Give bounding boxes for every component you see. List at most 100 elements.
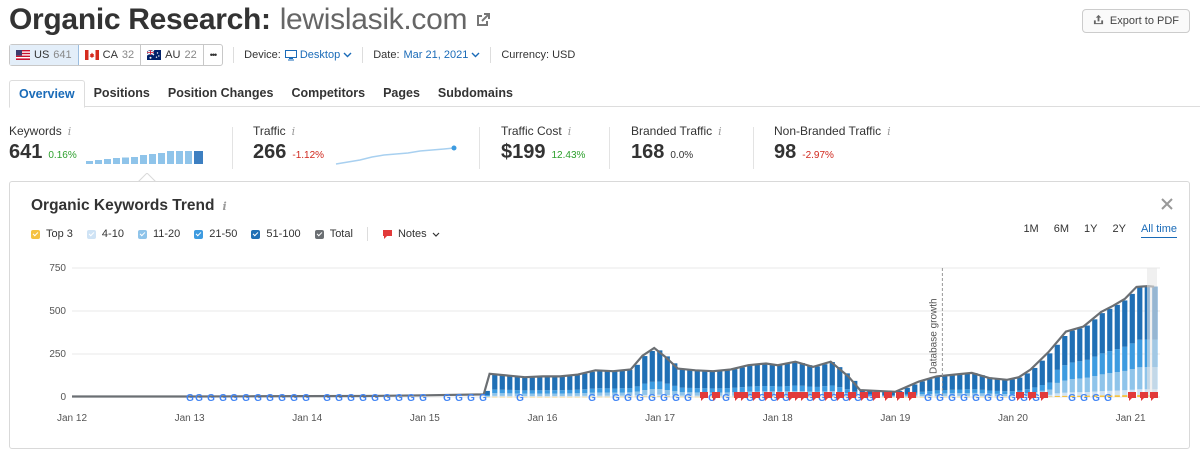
- database-au[interactable]: AU 22: [141, 45, 204, 65]
- metric-keywords[interactable]: Keywords i 641 0.16%: [9, 124, 77, 164]
- bar-segment: [1107, 351, 1113, 374]
- traffic-sparkline: [335, 145, 457, 165]
- legend-top3[interactable]: Top 3: [31, 228, 73, 240]
- bar-segment: [1077, 392, 1083, 396]
- bar-segment: [649, 396, 655, 398]
- bar-segment: [919, 381, 925, 392]
- bar-segment: [537, 376, 543, 391]
- bar-segment: [934, 376, 940, 391]
- bar-segment: [994, 396, 1000, 397]
- legend-51-100[interactable]: 51-100: [251, 228, 301, 240]
- range-1y[interactable]: 1Y: [1084, 223, 1098, 235]
- external-link-icon[interactable]: [475, 12, 491, 28]
- metric-traffic[interactable]: Traffic i 266 -1.12%: [253, 124, 324, 164]
- tab-subdomains[interactable]: Subdomains: [437, 86, 513, 100]
- google-update-icon: G: [660, 393, 668, 404]
- divider: [233, 47, 235, 63]
- note-flag-icon: [712, 392, 720, 401]
- current-period-band: [1147, 268, 1157, 397]
- legend-21-50[interactable]: 21-50: [194, 228, 237, 240]
- bar-segment: [664, 390, 670, 395]
- stacked-bar: [927, 379, 933, 398]
- info-icon[interactable]: i: [567, 124, 572, 138]
- bar-segment: [597, 392, 603, 396]
- bar-segment: [1017, 377, 1023, 391]
- bar-segment: [499, 396, 505, 398]
- bar-segment: [619, 392, 625, 396]
- metric-branded-traffic[interactable]: Branded Traffic i 168 0.0%: [631, 124, 722, 164]
- bar-segment: [829, 395, 835, 397]
- database-us[interactable]: US 641: [10, 45, 79, 65]
- bar-segment: [844, 395, 850, 397]
- database-ca[interactable]: CA 32: [79, 45, 142, 65]
- bar-segment: [642, 383, 648, 391]
- bar-segment: [1069, 379, 1075, 393]
- bar-segment: [1054, 382, 1060, 394]
- bar-segment: [1077, 361, 1083, 379]
- metric-nonbranded-traffic[interactable]: Non-Branded Traffic i 98 -2.97%: [774, 124, 891, 164]
- metric-traffic-cost[interactable]: Traffic Cost i $199 12.43%: [501, 124, 585, 164]
- device-filter[interactable]: Device: Desktop: [244, 49, 352, 61]
- range-all-time[interactable]: All time: [1140, 223, 1177, 238]
- bar-segment: [829, 396, 835, 398]
- bar-segment: [507, 396, 513, 398]
- trend-chart[interactable]: 0 250 500 750 Jan 12 Jan 13 Jan 14 Jan 15 Jan 16…: [10, 182, 1189, 448]
- export-icon: [1093, 14, 1104, 28]
- google-update-icon: G: [770, 393, 778, 404]
- bar-segment: [972, 396, 978, 398]
- note-flag-icon: [700, 392, 708, 401]
- info-icon[interactable]: i: [718, 124, 722, 138]
- bar-segment: [567, 395, 573, 397]
- stacked-bar: [1024, 373, 1030, 398]
- tab-overview[interactable]: Overview: [9, 80, 85, 108]
- info-icon[interactable]: i: [67, 124, 72, 138]
- domain-link[interactable]: lewislasik.com: [279, 3, 468, 36]
- range-6m[interactable]: 6M: [1053, 223, 1069, 235]
- google-update-icon: G: [746, 393, 754, 404]
- bar-segment: [919, 396, 925, 398]
- note-flag-icon: [848, 392, 856, 401]
- bar-segment: [664, 383, 670, 391]
- info-icon[interactable]: i: [291, 124, 296, 138]
- stacked-bar: [994, 378, 1000, 398]
- bar-segment: [484, 390, 490, 395]
- stacked-bar: [1002, 379, 1008, 398]
- export-pdf-button[interactable]: Export to PDF: [1081, 9, 1190, 33]
- legend-4-10[interactable]: 4-10: [86, 228, 124, 240]
- tab-position-changes[interactable]: Position Changes: [167, 86, 274, 100]
- bar-segment: [994, 396, 1000, 398]
- google-update-icon: G: [302, 393, 310, 404]
- close-icon[interactable]: [1161, 197, 1173, 215]
- stacked-bar: [642, 356, 648, 398]
- range-1m[interactable]: 1M: [1023, 223, 1039, 235]
- legend-11-20[interactable]: 11-20: [137, 228, 180, 240]
- tab-pages[interactable]: Pages: [383, 86, 420, 100]
- database-selector: US 641 CA 32 AU 22 •••: [9, 44, 224, 66]
- tab-positions[interactable]: Positions: [93, 86, 150, 100]
- bar-segment: [942, 390, 948, 394]
- info-icon[interactable]: i: [887, 124, 891, 138]
- metric-value: 266: [253, 141, 287, 163]
- bar-segment: [807, 396, 813, 398]
- bar-segment: [679, 396, 685, 398]
- bar-segment: [784, 386, 790, 392]
- bar-segment: [1107, 395, 1113, 397]
- note-flag-icon: [1016, 392, 1024, 401]
- metric-label: Traffic Cost: [501, 124, 562, 138]
- checkbox-icon: [251, 229, 261, 239]
- bar-segment: [604, 388, 610, 393]
- notes-dropdown[interactable]: Notes: [382, 228, 440, 240]
- stacked-bar: [552, 376, 558, 398]
- date-filter[interactable]: Date: Mar 21, 2021: [373, 49, 480, 61]
- info-icon[interactable]: i: [222, 199, 227, 213]
- tab-competitors[interactable]: Competitors: [291, 86, 366, 100]
- range-2y[interactable]: 2Y: [1112, 223, 1126, 235]
- bar-segment: [844, 373, 850, 390]
- bar-segment: [1092, 395, 1098, 397]
- stacked-bar: [1054, 344, 1060, 397]
- more-databases-button[interactable]: •••: [204, 45, 222, 65]
- bar-segment: [522, 393, 528, 396]
- database-code: CA: [102, 49, 118, 61]
- bar-segment: [762, 363, 768, 387]
- legend-total[interactable]: Total: [314, 228, 353, 240]
